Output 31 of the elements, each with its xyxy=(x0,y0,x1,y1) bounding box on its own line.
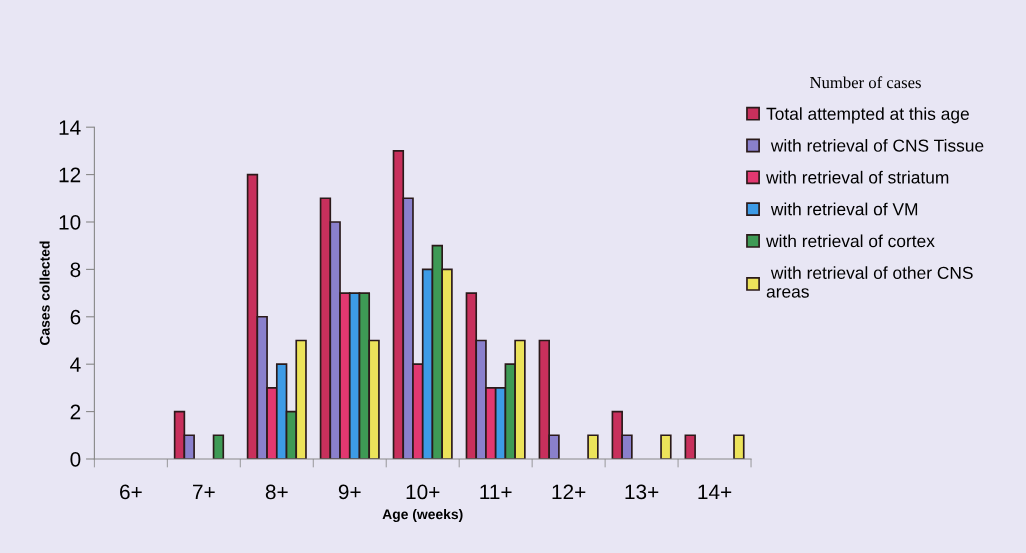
x-axis-title: Age (weeks) xyxy=(382,508,463,522)
y-axis-title: Cases collected xyxy=(39,241,50,346)
legend-label: with retrieval of other CNS areas xyxy=(766,266,973,298)
y-tick-label: 0 xyxy=(70,451,81,467)
bar xyxy=(212,434,225,459)
y-tick-label: 10 xyxy=(59,214,81,230)
x-tick-label: 13+ xyxy=(625,484,659,500)
legend-title: Number of cases xyxy=(810,76,921,89)
x-tick-label: 7+ xyxy=(193,484,215,500)
x-tick-label: 9+ xyxy=(338,484,361,500)
x-tick-label: 12+ xyxy=(552,484,586,500)
y-tick-label: 2 xyxy=(70,404,81,420)
x-tick-label: 14+ xyxy=(698,484,732,500)
bar xyxy=(587,434,599,459)
y-tick-label: 4 xyxy=(70,357,81,372)
x-tick-label: 6+ xyxy=(120,484,142,500)
y-tick-label: 14 xyxy=(59,120,81,135)
x-tick-label: 8+ xyxy=(265,484,288,500)
y-tick-label: 6 xyxy=(70,309,81,325)
legend-label: with retrieval of CNS Tissue xyxy=(770,139,984,152)
bar xyxy=(733,434,745,459)
legend-label: Total attempted at this age xyxy=(766,107,969,124)
legend-label: with retrieval of striatum xyxy=(766,170,949,184)
x-tick-label: 10+ xyxy=(406,484,440,500)
x-tick-label: 11+ xyxy=(480,484,512,500)
legend-label: with retrieval of cortex xyxy=(766,234,935,248)
legend-label: with retrieval of VM xyxy=(770,202,918,216)
bar xyxy=(684,434,696,459)
y-tick-label: 12 xyxy=(59,167,81,183)
y-tick-label: 8 xyxy=(70,262,81,278)
bar xyxy=(660,434,672,459)
